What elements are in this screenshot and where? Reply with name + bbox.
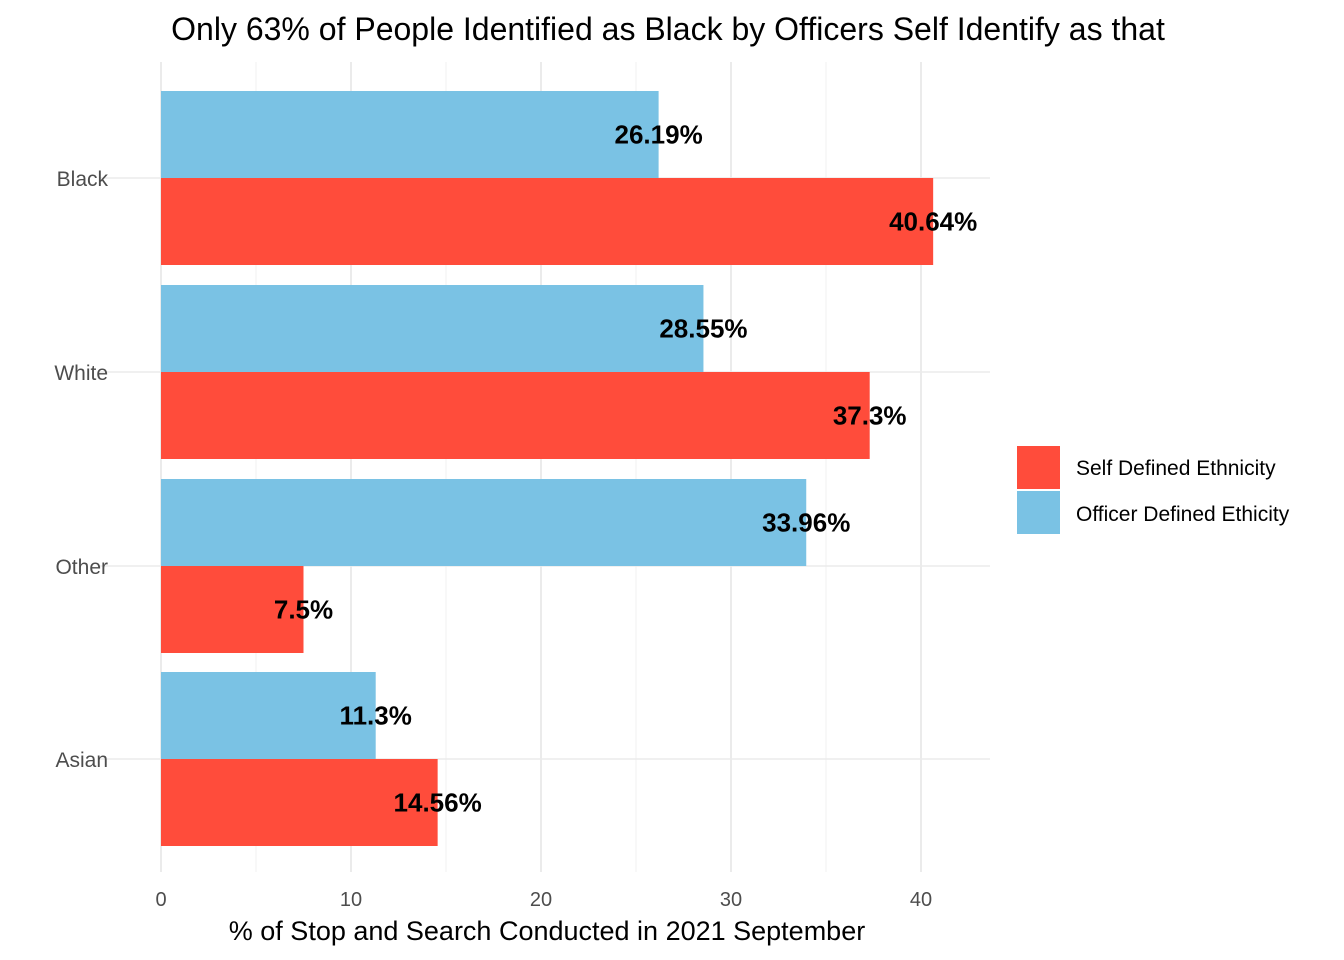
chart-title: Only 63% of People Identified as Black b…: [171, 11, 1165, 47]
y-axis-ticks: Black White Other Asian: [54, 168, 108, 772]
y-tick-label-white: White: [54, 362, 108, 385]
x-tick-label: 20: [530, 889, 552, 911]
y-tick-label-other: Other: [55, 556, 108, 579]
bar-self-asian: [161, 759, 438, 846]
bar-officer-black: [161, 91, 659, 178]
data-label-officer-black: 26.19%: [615, 120, 703, 150]
x-tick-label: 10: [340, 889, 362, 911]
legend-swatch-self-defined: [1017, 446, 1060, 489]
x-tick-label: 30: [720, 889, 742, 911]
legend-label-officer-defined: Officer Defined Ethicity: [1076, 503, 1290, 526]
data-label-officer-other: 33.96%: [762, 508, 850, 538]
data-label-officer-asian: 11.3%: [340, 701, 412, 731]
x-tick-label: 40: [910, 889, 932, 911]
bar-self-other: [161, 566, 304, 653]
data-label-self-asian: 14.56%: [394, 788, 482, 818]
legend: Self Defined Ethnicity Officer Defined E…: [1017, 446, 1290, 534]
y-tick-label-black: Black: [57, 168, 109, 191]
bar-officer-asian: [161, 672, 376, 759]
data-label-self-black: 40.64%: [889, 207, 977, 237]
bar-self-black: [161, 178, 934, 265]
data-label-officer-white: 28.55%: [659, 314, 747, 344]
x-axis-ticks: 0 10 20 30 40: [155, 889, 932, 911]
legend-label-self-defined: Self Defined Ethnicity: [1076, 457, 1276, 480]
bars: [161, 91, 934, 846]
data-label-self-other: 7.5%: [274, 595, 333, 625]
bar-self-white: [161, 372, 870, 459]
x-axis-label: % of Stop and Search Conducted in 2021 S…: [229, 916, 865, 946]
x-tick-label: 0: [155, 889, 166, 911]
bar-officer-white: [161, 285, 704, 372]
data-labels: 26.19% 28.55% 33.96% 11.3% 40.64% 37.3% 7.5% 14…: [274, 120, 977, 818]
y-tick-label-asian: Asian: [55, 749, 108, 772]
bar-officer-other: [161, 479, 807, 566]
legend-swatch-officer-defined: [1017, 491, 1060, 534]
data-label-self-white: 37.3%: [833, 401, 907, 431]
